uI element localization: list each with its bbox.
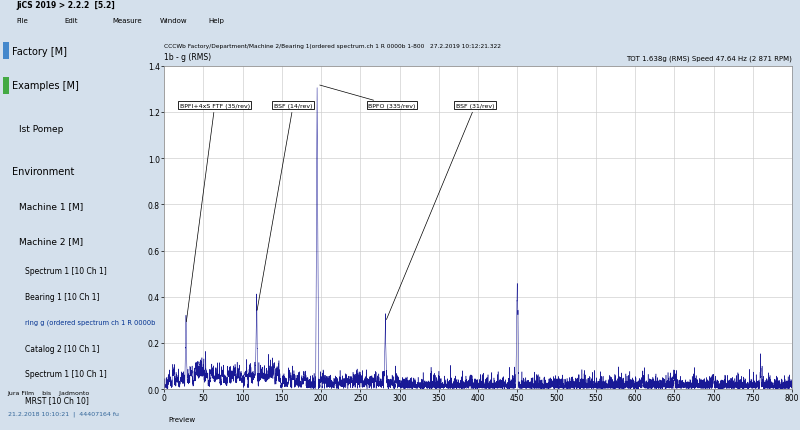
Text: Factory [M]: Factory [M] xyxy=(13,46,67,57)
Text: Help: Help xyxy=(208,18,224,24)
Text: Environment: Environment xyxy=(13,167,75,177)
Text: ring g (ordered spectrum ch 1 R 0000b 1-800: ring g (ordered spectrum ch 1 R 0000b 1-… xyxy=(25,319,177,326)
Text: Catalog 2 [10 Ch 1]: Catalog 2 [10 Ch 1] xyxy=(25,344,99,353)
Text: CCCWb Factory/Department/Machine 2/Bearing 1(ordered spectrum.ch 1 R 0000b 1-800: CCCWb Factory/Department/Machine 2/Beari… xyxy=(164,44,501,49)
Text: MRST [10 Ch 10]: MRST [10 Ch 10] xyxy=(25,396,89,404)
Text: Spectrum 1 [10 Ch 1]: Spectrum 1 [10 Ch 1] xyxy=(25,370,106,378)
Text: JiCS 2019 > 2.2.2  [5.2]: JiCS 2019 > 2.2.2 [5.2] xyxy=(16,1,114,10)
Text: Machine 2 [M]: Machine 2 [M] xyxy=(18,237,83,245)
Text: Jura Film    bis    Jadmonto: Jura Film bis Jadmonto xyxy=(8,390,90,395)
Text: BSF (14/rev): BSF (14/rev) xyxy=(257,104,312,310)
Text: BPFO (335/rev): BPFO (335/rev) xyxy=(320,86,415,108)
Text: Measure: Measure xyxy=(112,18,142,24)
Text: 1b - g (RMS): 1b - g (RMS) xyxy=(164,53,211,62)
Text: Examples [M]: Examples [M] xyxy=(13,81,79,91)
Text: Bearing 1 [10 Ch 1]: Bearing 1 [10 Ch 1] xyxy=(25,292,99,301)
Bar xyxy=(3,43,10,60)
Text: Edit: Edit xyxy=(64,18,78,24)
Text: Ist Pomep: Ist Pomep xyxy=(18,125,63,133)
Text: BPFI+4xS FTF (35/rev): BPFI+4xS FTF (35/rev) xyxy=(180,104,250,322)
Text: Spectrum 1 [10 Ch 1]: Spectrum 1 [10 Ch 1] xyxy=(25,267,106,275)
Text: BSF (31/rev): BSF (31/rev) xyxy=(386,104,494,320)
Text: Window: Window xyxy=(160,18,188,24)
Text: Machine 1 [M]: Machine 1 [M] xyxy=(18,202,83,211)
Bar xyxy=(3,77,10,95)
Text: 21.2.2018 10:10:21  |  44407164 fu: 21.2.2018 10:10:21 | 44407164 fu xyxy=(8,411,118,416)
Text: TOT 1.638g (RMS) Speed 47.64 Hz (2 871 RPM): TOT 1.638g (RMS) Speed 47.64 Hz (2 871 R… xyxy=(626,55,792,62)
Text: Preview: Preview xyxy=(168,416,195,422)
Text: File: File xyxy=(16,18,28,24)
